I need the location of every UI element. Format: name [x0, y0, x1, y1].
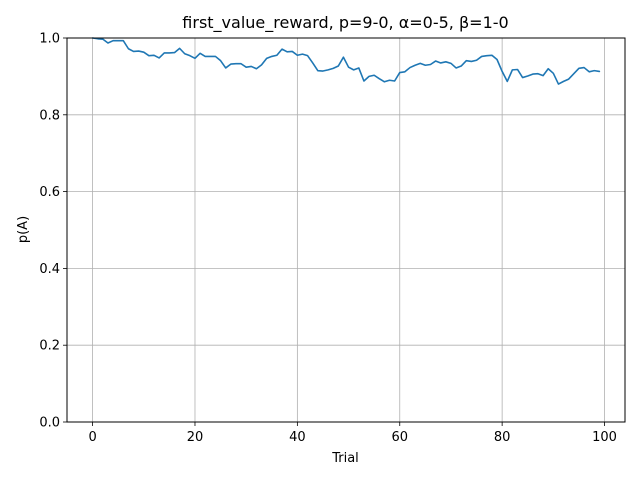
- x-axis-label: Trial: [331, 451, 359, 466]
- y-tick-label: 1.0: [39, 32, 60, 47]
- x-tick-label: 40: [289, 430, 306, 445]
- y-tick-label: 0.2: [39, 339, 60, 354]
- x-tick-label: 60: [391, 430, 408, 445]
- x-tick-label: 0: [88, 430, 96, 445]
- y-tick-label: 0.4: [39, 262, 60, 277]
- series-line: [91, 37, 601, 85]
- y-tick-label: 0.6: [39, 185, 60, 200]
- plot-frame: [66, 37, 626, 423]
- y-tick-label: 0.0: [39, 416, 60, 431]
- x-tick-label: 20: [187, 430, 204, 445]
- y-axis-label: p(A): [16, 216, 31, 243]
- chart-title: first_value_reward, p=9-0, α=0-5, β=1-0: [182, 13, 508, 33]
- y-tick-label: 0.8: [39, 108, 60, 123]
- x-tick-label: 100: [592, 430, 617, 445]
- ticks: 0 20 40 60 80 100 0.0 0.2 0.4 0.6 0.8 1.0: [39, 32, 617, 446]
- x-tick-label: 80: [494, 430, 511, 445]
- series-line-layer: [91, 37, 601, 85]
